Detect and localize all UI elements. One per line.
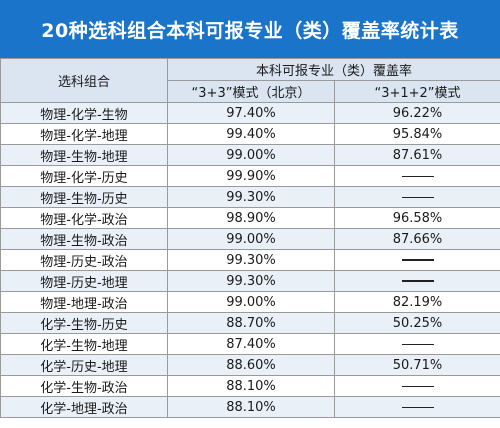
page-title: 20种选科组合本科可报专业（类）覆盖率统计表: [0, 0, 500, 58]
mode-3-3-cell: 88.60%: [167, 354, 335, 376]
mode-3-3-cell: 88.10%: [167, 375, 335, 397]
mode-3-1-2-cell: [333, 186, 500, 208]
mode-3-1-2-cell: 95.84%: [333, 123, 500, 145]
mode-3-1-2-header: “3+1+2”模式: [333, 80, 500, 103]
combo-cell: 物理-化学-地理: [0, 123, 168, 145]
mode-3-1-2-cell: 87.66%: [333, 228, 500, 250]
mode-3-1-2-cell: [333, 375, 500, 397]
combo-cell: 物理-生物-历史: [0, 186, 168, 208]
mode-3-1-2-cell: 50.71%: [333, 354, 500, 376]
mode-3-3-cell: 97.40%: [167, 102, 335, 124]
mode-3-3-header: “3+3”模式（北京）: [167, 80, 335, 103]
combo-cell: 物理-化学-生物: [0, 102, 168, 124]
table-row: 化学-生物-政治 88.10%: [0, 375, 500, 397]
table-row: 物理-生物-历史 99.30%: [0, 186, 500, 208]
mode-3-3-cell: 98.90%: [167, 207, 335, 229]
table-row: 化学-生物-地理 87.40%: [0, 333, 500, 355]
combo-cell: 化学-生物-地理: [0, 333, 168, 355]
not-applicable-dash: [401, 259, 434, 261]
table-row: 物理-生物-地理 99.00% 87.61%: [0, 144, 500, 166]
combo-cell: 物理-化学-政治: [0, 207, 168, 229]
table-row: 化学-历史-地理 88.60% 50.71%: [0, 354, 500, 376]
not-applicable-dash: [401, 385, 434, 387]
mode-3-1-2-cell: [333, 333, 500, 355]
mode-3-3-cell: 99.40%: [167, 123, 335, 145]
mode-3-3-cell: 88.10%: [167, 396, 335, 418]
table-row: 化学-地理-政治 88.10%: [0, 396, 500, 418]
mode-3-1-2-cell: 50.25%: [333, 312, 500, 334]
not-applicable-dash: [401, 343, 434, 345]
mode-3-1-2-cell: [333, 270, 500, 292]
mode-3-3-cell: 99.90%: [167, 165, 335, 187]
mode-3-3-cell: 88.70%: [167, 312, 335, 334]
combo-cell: 物理-历史-地理: [0, 270, 168, 292]
mode-3-3-cell: 99.00%: [167, 228, 335, 250]
table-row: 物理-生物-政治 99.00% 87.66%: [0, 228, 500, 250]
not-applicable-dash: [401, 175, 434, 177]
combo-cell: 物理-化学-历史: [0, 165, 168, 187]
table-row: 物理-化学-政治 98.90% 96.58%: [0, 207, 500, 229]
table-row: 物理-地理-政治 99.00% 82.19%: [0, 291, 500, 313]
mode-3-1-2-cell: [333, 249, 500, 271]
combo-cell: 物理-历史-政治: [0, 249, 168, 271]
combo-cell: 化学-生物-历史: [0, 312, 168, 334]
combo-cell: 物理-生物-地理: [0, 144, 168, 166]
table-row: 物理-化学-生物 97.40% 96.22%: [0, 102, 500, 124]
combo-cell: 化学-生物-政治: [0, 375, 168, 397]
mode-3-1-2-cell: 87.61%: [333, 144, 500, 166]
not-applicable-dash: [401, 406, 434, 408]
mode-3-1-2-cell: 82.19%: [333, 291, 500, 313]
mode-3-3-cell: 87.40%: [167, 333, 335, 355]
table-row: 物理-化学-地理 99.40% 95.84%: [0, 123, 500, 145]
table-row: 物理-历史-政治 99.30%: [0, 249, 500, 271]
mode-3-3-cell: 99.00%: [167, 291, 335, 313]
combo-cell: 物理-地理-政治: [0, 291, 168, 313]
mode-3-3-cell: 99.30%: [167, 186, 335, 208]
table-row: 物理-历史-地理 99.30%: [0, 270, 500, 292]
mode-3-3-cell: 99.00%: [167, 144, 335, 166]
mode-3-3-cell: 99.30%: [167, 270, 335, 292]
combo-cell: 化学-历史-地理: [0, 354, 168, 376]
table-row: 物理-化学-历史 99.90%: [0, 165, 500, 187]
coverage-group-header: 本科可报专业（类）覆盖率: [166, 58, 500, 81]
mode-3-1-2-cell: [333, 165, 500, 187]
not-applicable-dash: [401, 196, 434, 198]
coverage-table: 选科组合 本科可报专业（类）覆盖率 “3+3”模式（北京） “3+1+2”模式 …: [0, 58, 500, 418]
mode-3-1-2-cell: 96.22%: [333, 102, 500, 124]
combo-cell: 化学-地理-政治: [0, 396, 168, 418]
table-row: 化学-生物-历史 88.70% 50.25%: [0, 312, 500, 334]
not-applicable-dash: [401, 280, 434, 282]
mode-3-1-2-cell: 96.58%: [333, 207, 500, 229]
combo-cell: 物理-生物-政治: [0, 228, 168, 250]
combo-column-header: 选科组合: [0, 58, 168, 103]
mode-3-3-cell: 99.30%: [167, 249, 335, 271]
mode-3-1-2-cell: [333, 396, 500, 418]
